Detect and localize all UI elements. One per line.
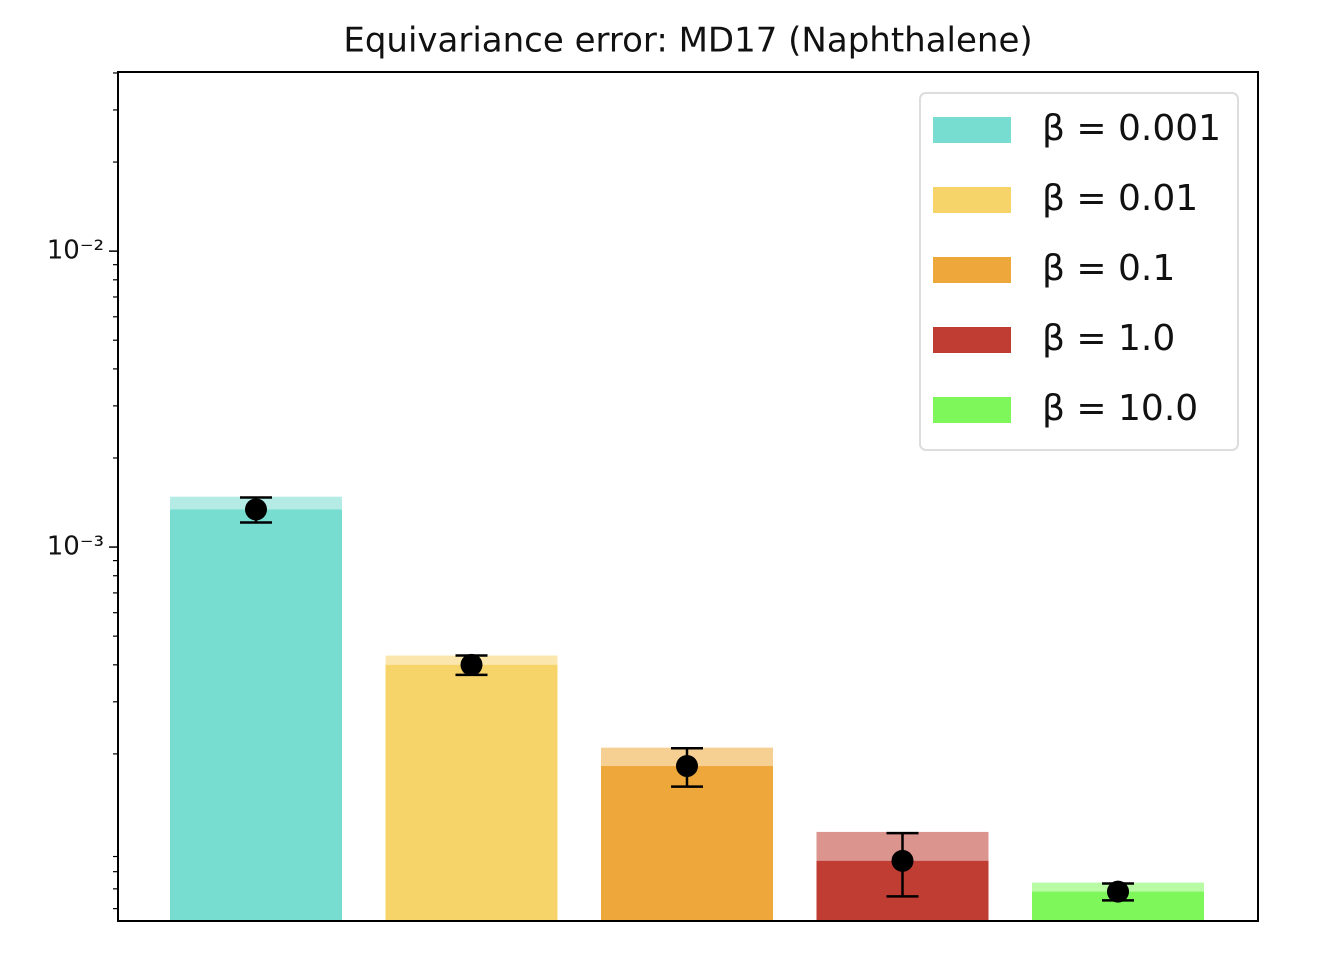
- bar: [385, 664, 558, 921]
- chart-title: Equivariance error: MD17 (Naphthalene): [343, 21, 1032, 61]
- mean-point: [891, 849, 914, 872]
- legend-swatch: [933, 187, 1011, 213]
- bar: [601, 766, 773, 921]
- legend-label: β = 1.0: [1042, 318, 1175, 359]
- legend-swatch: [933, 397, 1011, 423]
- plot-frame: [117, 71, 1259, 922]
- y-tick-label: 10⁻³: [47, 532, 104, 562]
- y-tick-label: 10⁻²: [47, 236, 104, 266]
- legend-label: β = 0.1: [1042, 248, 1175, 289]
- legend-box: [919, 92, 1239, 451]
- legend-swatch: [933, 117, 1011, 143]
- mean-point: [1107, 880, 1129, 903]
- legend-label: β = 0.01: [1042, 178, 1198, 219]
- mean-point: [676, 755, 698, 778]
- legend-label: β = 10.0: [1042, 388, 1198, 429]
- legend-label: β = 0.001: [1042, 108, 1221, 149]
- legend-swatch: [933, 257, 1011, 283]
- mean-point: [460, 653, 483, 676]
- bar: [170, 509, 342, 921]
- mean-point: [245, 498, 267, 521]
- legend-swatch: [933, 327, 1011, 353]
